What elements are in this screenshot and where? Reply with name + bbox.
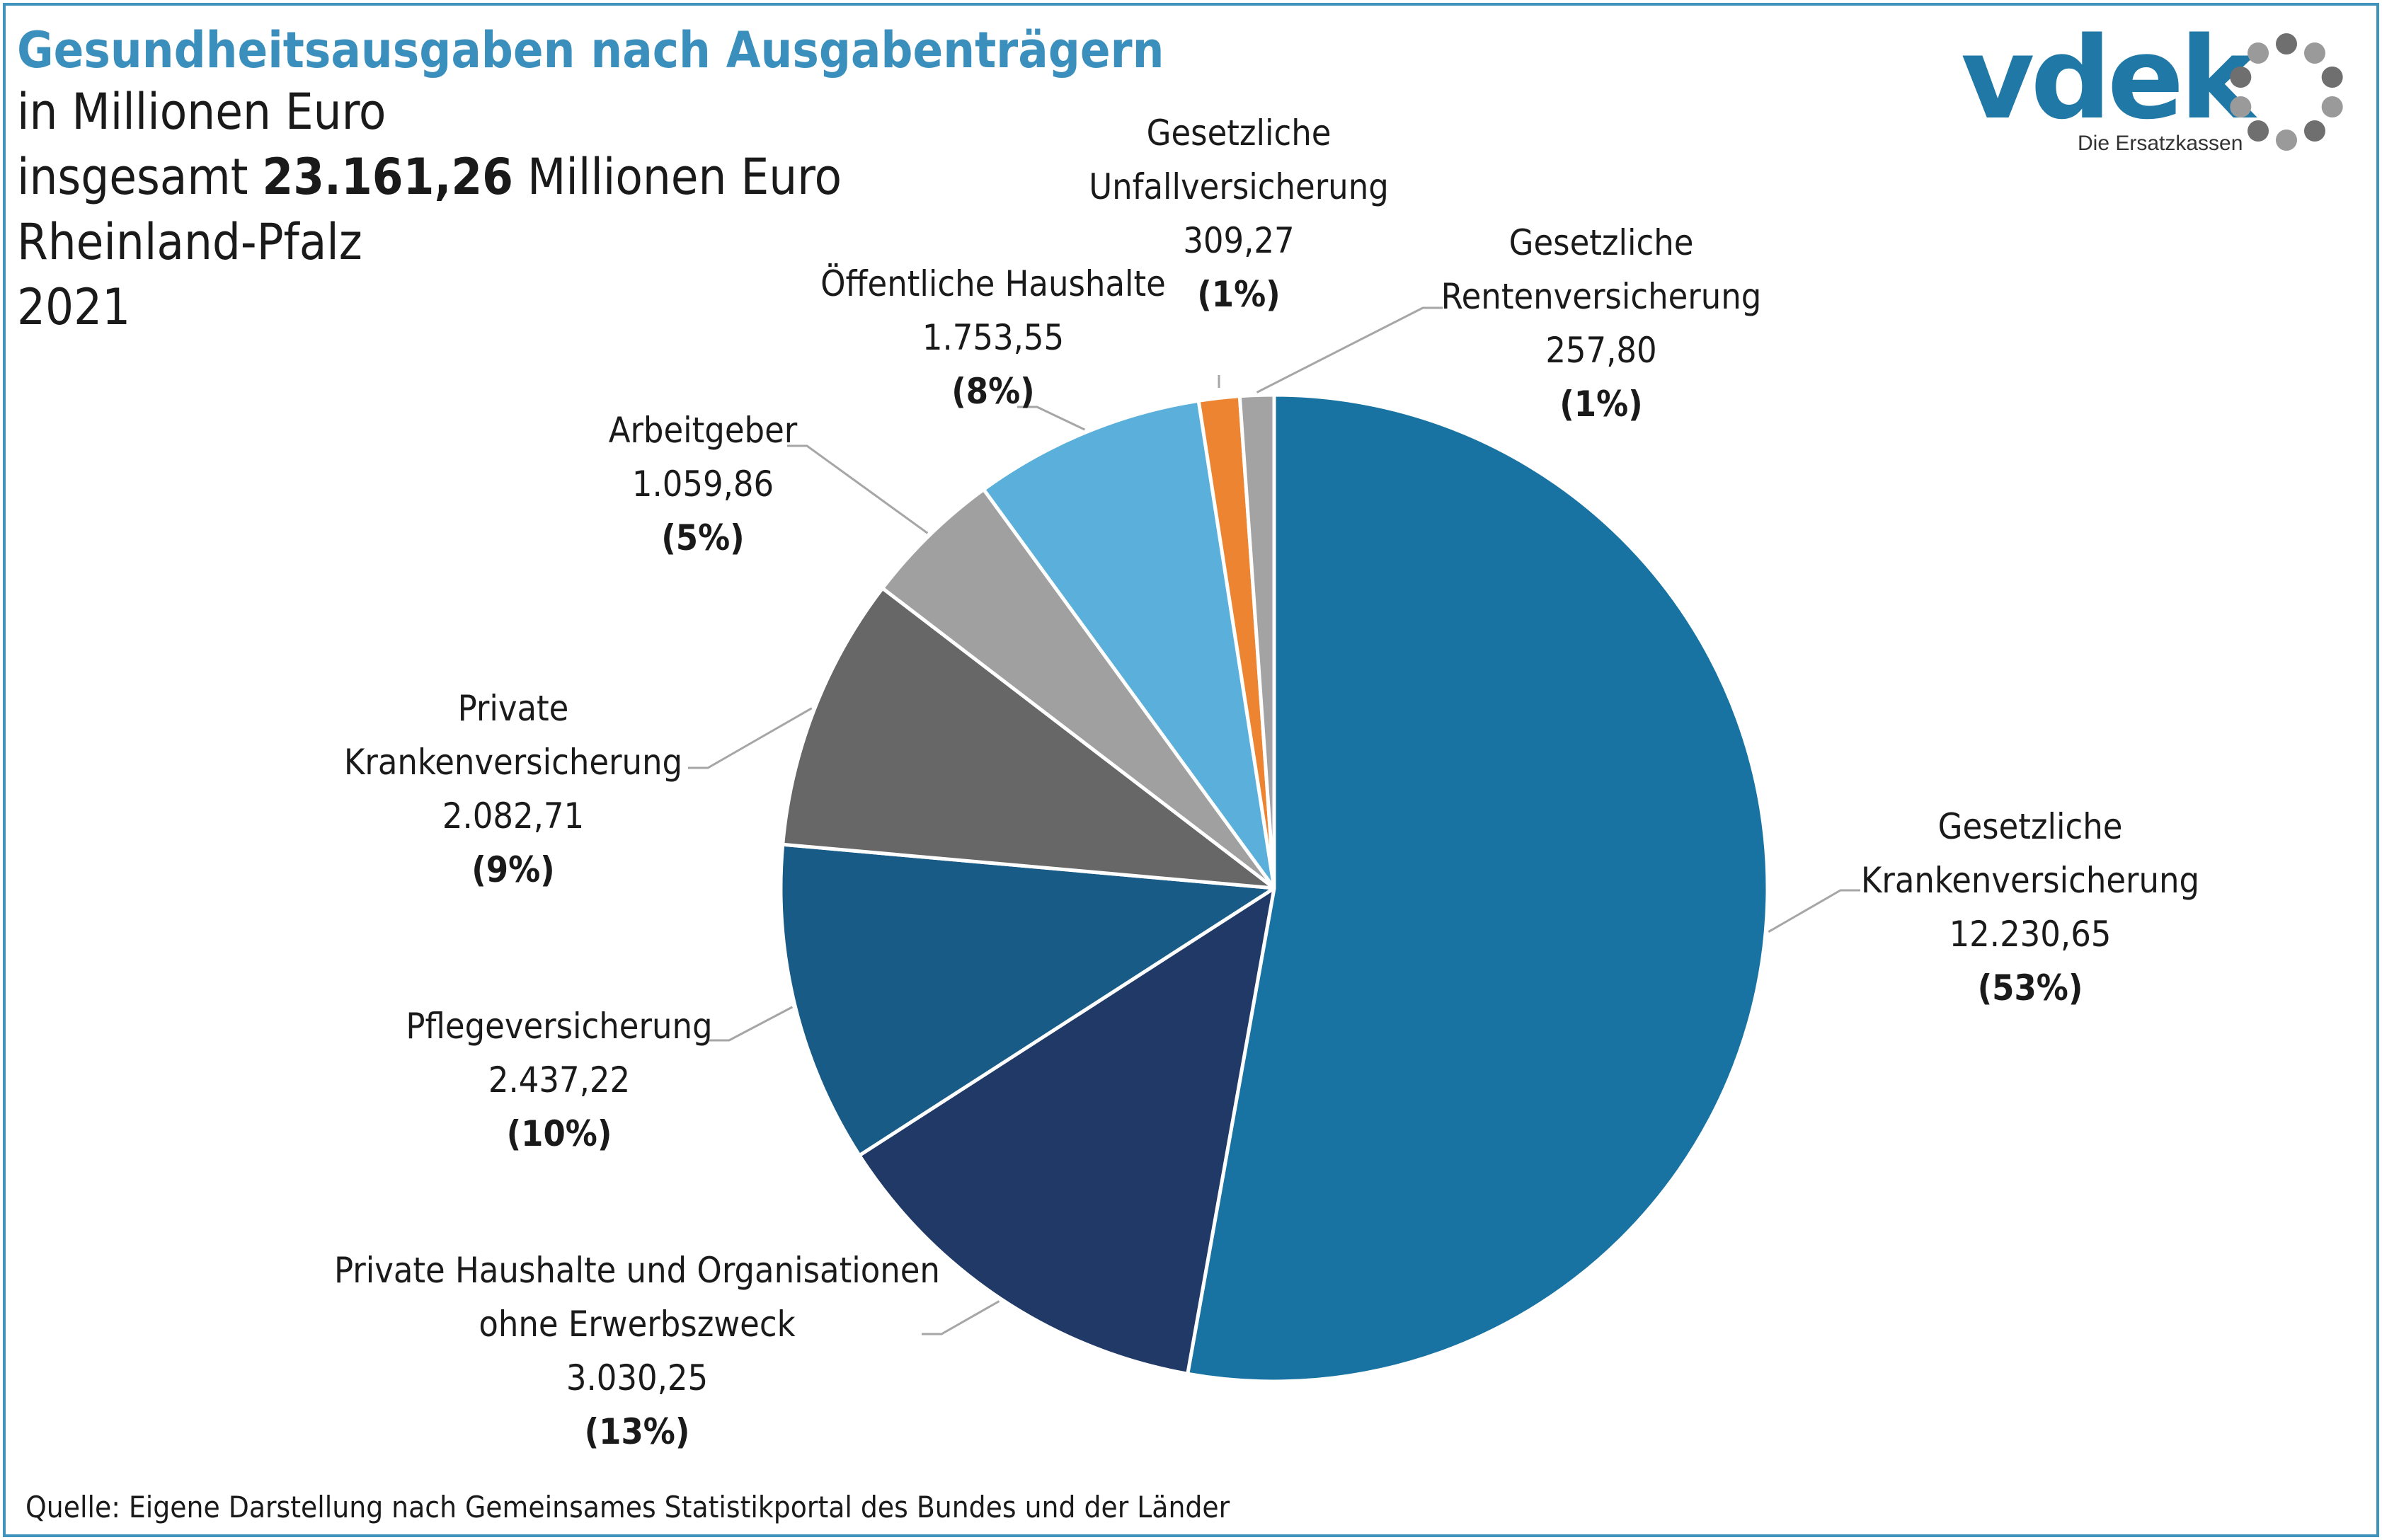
logo-dot (2303, 120, 2325, 142)
slice-value: 1.753,55 (922, 317, 1064, 358)
leader-line (787, 444, 929, 534)
slice-value: 309,27 (1183, 220, 1294, 261)
logo-dot (2276, 33, 2297, 54)
slice-label: Private Krankenversicherung 2.082,71 (9%) (344, 688, 682, 890)
total-suffix: Millionen Euro (513, 148, 842, 206)
total-value: 23.161,26 (262, 148, 514, 206)
slice-percent: (10%) (507, 1113, 612, 1154)
slice-value: 3.030,25 (566, 1357, 708, 1398)
slice-label: Öffentliche Haushalte 1.753,55 (8%) (820, 263, 1166, 412)
slice-name: Gesetzliche (1938, 806, 2123, 847)
pie-slice (1186, 393, 1770, 1384)
slice-name: Krankenversicherung (344, 742, 682, 783)
logo-dot (2321, 96, 2343, 118)
pie-slice (1237, 393, 1276, 890)
logo-dot (2248, 42, 2269, 64)
slice-percent: (9%) (471, 849, 554, 890)
slice-name: Private (458, 688, 569, 729)
logo-wordmark: vdek (1961, 12, 2255, 144)
slice-label: Gesetzliche Unfallversicherung 309,27 (1%) (1089, 113, 1389, 315)
slice-name: Krankenversicherung (1861, 860, 2199, 901)
slice-percent: (53%) (1978, 967, 2083, 1009)
slice-name: Öffentliche Haushalte (820, 263, 1166, 304)
pie-slice (781, 586, 1276, 890)
slice-name: Arbeitgeber (609, 410, 798, 451)
subtitle-total: insgesamt 23.161,26 Millionen Euro (17, 144, 1164, 209)
total-prefix: insgesamt (17, 148, 263, 206)
leader-line (922, 1300, 1000, 1335)
slice-value: 2.437,22 (488, 1059, 630, 1101)
slice-label: Gesetzliche Rentenversicherung 257,80 (1%) (1441, 222, 1762, 425)
slice-label: Arbeitgeber 1.059,86 (5%) (609, 410, 798, 558)
logo-dot (2276, 130, 2297, 151)
pie-slice (779, 842, 1276, 1158)
subtitle-region: Rheinland-Pfalz (17, 213, 362, 271)
slice-value: 2.082,71 (442, 795, 584, 837)
pie-slice (857, 886, 1276, 1376)
chart-title: Gesundheitsausgaben nach Ausgabenträgern (17, 21, 1164, 79)
slice-percent: (1%) (1559, 384, 1642, 425)
subtitle-unit: in Millionen Euro (17, 83, 386, 141)
pie-slice (881, 488, 1276, 890)
slice-name: Private Haushalte und Organisationen (334, 1250, 940, 1291)
ring-of-dots-icon (2230, 33, 2343, 151)
slice-percent: (8%) (951, 371, 1034, 412)
slice-name: Gesetzliche (1147, 113, 1332, 154)
slice-name: ohne Erwerbszweck (479, 1304, 795, 1345)
logo-dot (2248, 120, 2269, 142)
slice-name: Unfallversicherung (1089, 166, 1389, 207)
subtitle-year: 2021 (17, 278, 131, 336)
slice-name: Gesetzliche (1509, 222, 1694, 263)
slice-percent: (5%) (661, 517, 744, 558)
logo-dot (2303, 42, 2325, 64)
slice-label: Gesetzliche Krankenversicherung 12.230,65 (… (1861, 806, 2199, 1009)
logo-dot (2230, 66, 2252, 88)
source-note: Quelle: Eigene Darstellung nach Gemeinsa… (25, 1490, 1230, 1524)
leader-line (709, 1006, 794, 1042)
leader-line (1017, 406, 1086, 431)
slice-value: 12.230,65 (1949, 914, 2112, 955)
logo-tagline: Die Ersatzkassen (2078, 132, 2243, 155)
slice-name: Pflegeversicherung (406, 1006, 712, 1047)
chart-frame (3, 3, 2379, 1537)
slice-percent: (1%) (1197, 274, 1280, 315)
slice-percent: (13%) (585, 1411, 690, 1452)
logo-dot (2230, 96, 2252, 118)
chart-header: Gesundheitsausgaben nach Ausgabenträgern… (17, 21, 1164, 340)
leader-line (1256, 306, 1443, 393)
vdek-logo: vdek Die Ersatzkassen (1961, 12, 2357, 161)
slice-label: Private Haushalte und Organisationen ohne… (334, 1250, 940, 1452)
leader-line (688, 707, 813, 769)
slice-value: 257,80 (1545, 330, 1656, 371)
slice-value: 1.059,86 (632, 464, 774, 505)
pie-slice (982, 398, 1276, 890)
slice-label: Pflegeversicherung 2.437,22 (10%) (406, 1006, 712, 1154)
leader-line (1768, 889, 1860, 933)
slice-name: Rentenversicherung (1441, 276, 1762, 317)
logo-dot (2321, 66, 2343, 88)
